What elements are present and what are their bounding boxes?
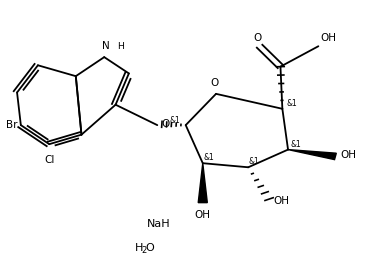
Text: 2: 2 bbox=[141, 246, 147, 255]
Text: Cl: Cl bbox=[44, 155, 55, 165]
Text: &1: &1 bbox=[287, 99, 297, 108]
Text: &1: &1 bbox=[249, 157, 259, 166]
Text: OH: OH bbox=[195, 210, 211, 220]
Text: H: H bbox=[117, 42, 124, 51]
Text: OH: OH bbox=[340, 150, 356, 160]
Text: OH: OH bbox=[273, 196, 289, 206]
Text: O: O bbox=[161, 119, 169, 129]
Text: H: H bbox=[135, 243, 144, 252]
Text: OH: OH bbox=[320, 33, 336, 43]
Text: &1: &1 bbox=[290, 140, 301, 149]
Polygon shape bbox=[198, 163, 207, 203]
Text: N: N bbox=[102, 41, 110, 51]
Text: &1: &1 bbox=[170, 116, 180, 125]
Text: &1: &1 bbox=[203, 153, 214, 162]
Text: Br: Br bbox=[6, 120, 17, 130]
Text: O: O bbox=[146, 243, 155, 252]
Polygon shape bbox=[288, 150, 336, 160]
Text: O: O bbox=[254, 33, 262, 43]
Text: NaH: NaH bbox=[147, 220, 171, 229]
Text: O: O bbox=[210, 78, 218, 88]
